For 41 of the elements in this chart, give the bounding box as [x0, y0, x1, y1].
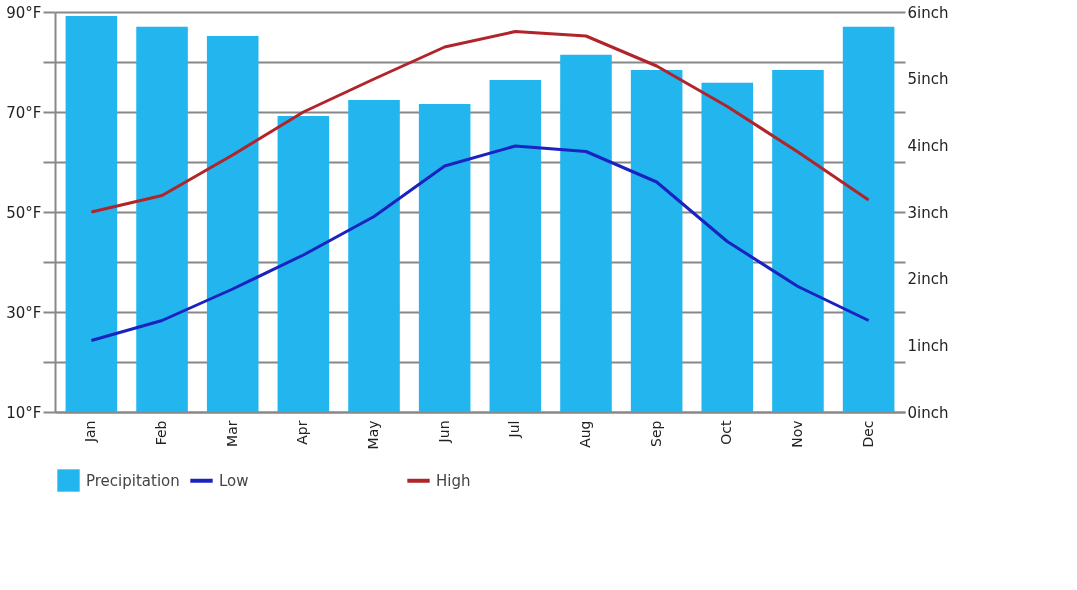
x-tick-label: Aug: [576, 420, 593, 448]
line-series: [89, 144, 871, 342]
y2-tick-label: 0inch: [907, 403, 949, 422]
x-tick-label: Nov: [788, 420, 805, 448]
bar: [630, 70, 683, 412]
y2-tick-label: 6inch: [907, 3, 949, 22]
legend-label: High: [436, 471, 471, 490]
bar: [136, 26, 188, 412]
legend-label: Low: [219, 471, 249, 490]
y-tick-label: 90°F: [6, 3, 42, 22]
bar: [206, 36, 259, 412]
x-tick-label: Mar: [223, 420, 240, 447]
x-tick-label: Feb: [153, 420, 170, 446]
bar: [842, 26, 895, 412]
bar: [277, 116, 330, 412]
bar: [65, 16, 118, 412]
y-tick-label: 30°F: [6, 303, 42, 322]
x-tick-label: May: [365, 420, 382, 450]
legend-label: Precipitation: [86, 471, 180, 490]
bar: [772, 70, 824, 412]
bar: [560, 54, 612, 412]
x-tick-label: Oct: [718, 420, 735, 445]
y2-tick-label: 3inch: [907, 203, 949, 222]
y2-tick-label: 5inch: [907, 70, 949, 89]
y-tick-label: 10°F: [6, 403, 42, 422]
x-tick-label: Jun: [435, 420, 452, 444]
y2-tick-label: 4inch: [907, 136, 949, 155]
y-tick-label: 50°F: [6, 203, 42, 222]
x-tick-label: Apr: [294, 420, 311, 445]
bar: [701, 82, 754, 412]
bar: [489, 80, 542, 412]
y-tick-label: 70°F: [6, 103, 42, 122]
bar: [418, 104, 471, 412]
y2-tick-label: 2inch: [907, 270, 949, 289]
line-series: [89, 30, 871, 214]
bar: [348, 100, 400, 412]
x-tick-label: Sep: [647, 420, 664, 447]
x-tick-label: Jan: [82, 420, 99, 444]
x-tick-label: Jul: [506, 420, 523, 439]
x-tick-label: Dec: [859, 420, 876, 448]
y2-tick-label: 1inch: [907, 336, 949, 355]
